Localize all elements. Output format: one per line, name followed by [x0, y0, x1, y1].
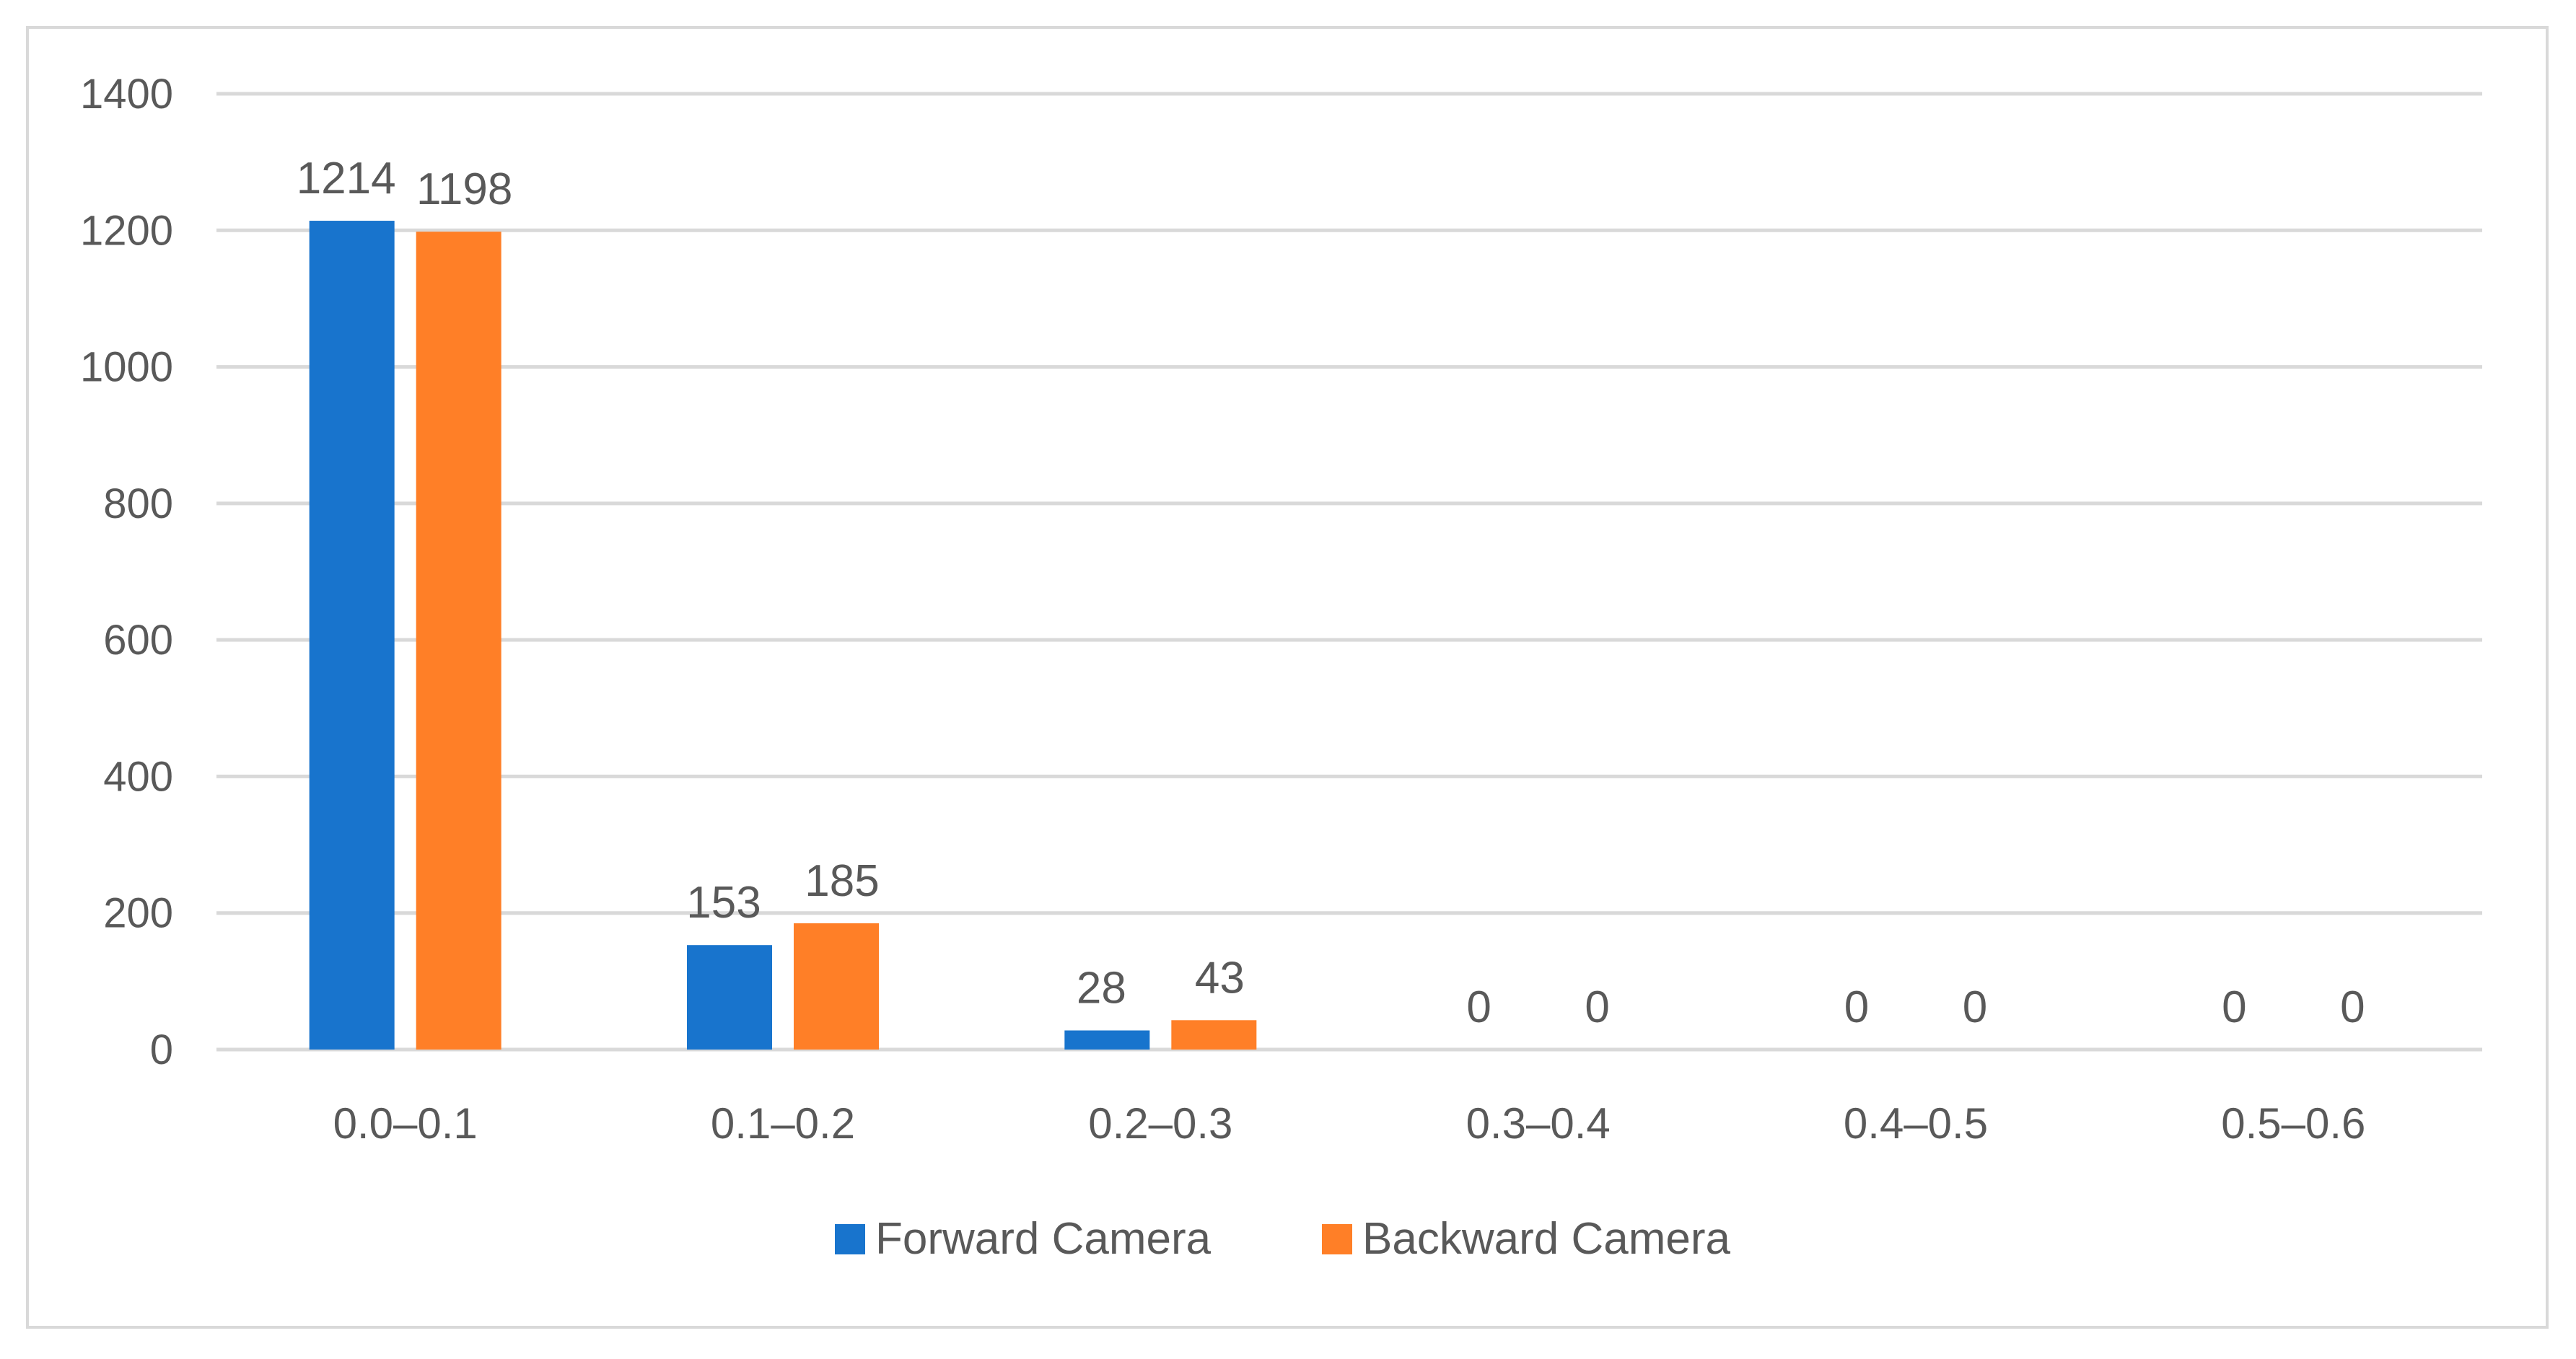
- legend-swatch-forward-camera: [835, 1224, 865, 1254]
- data-label: 0: [2340, 982, 2365, 1032]
- data-label: 153: [686, 878, 761, 928]
- data-label: 1198: [416, 164, 512, 214]
- bar-backward-camera-1: [794, 923, 879, 1050]
- y-tick-label: 0: [150, 1026, 173, 1073]
- data-label: 43: [1195, 953, 1245, 1003]
- x-category-label: 0.0–0.1: [333, 1099, 478, 1148]
- data-label: 0: [1963, 982, 1987, 1032]
- x-category-label: 0.2–0.3: [1088, 1099, 1232, 1148]
- legend-swatch-backward-camera: [1322, 1224, 1352, 1254]
- legend-label: Forward Camera: [875, 1214, 1212, 1264]
- data-label: 0: [2222, 982, 2246, 1032]
- bar-forward-camera-0: [309, 221, 395, 1050]
- bar-backward-camera-0: [416, 232, 501, 1050]
- data-label: 0: [1466, 982, 1491, 1032]
- y-tick-label: 200: [103, 890, 173, 937]
- y-tick-label: 1000: [80, 344, 173, 391]
- y-tick-label: 800: [103, 480, 173, 527]
- bars: [309, 221, 1257, 1050]
- data-label: 1214: [297, 154, 396, 203]
- y-tick-label: 1200: [80, 207, 173, 254]
- x-axis-categories: 0.0–0.1 0.1–0.2 0.2–0.3 0.3–0.4 0.4–0.5 0.5–0…: [333, 1099, 2366, 1148]
- x-category-label: 0.4–0.5: [1844, 1099, 1988, 1148]
- y-tick-label: 600: [103, 617, 173, 664]
- bar-forward-camera-1: [687, 945, 772, 1050]
- bar-backward-camera-2: [1171, 1020, 1257, 1050]
- data-label: 185: [805, 856, 879, 906]
- legend-label: Backward Camera: [1362, 1214, 1730, 1264]
- x-category-label: 0.1–0.2: [711, 1099, 855, 1148]
- data-label: 0: [1844, 982, 1869, 1032]
- bar-forward-camera-2: [1064, 1030, 1150, 1050]
- y-tick-label: 1400: [80, 71, 173, 118]
- data-label: 28: [1077, 964, 1126, 1013]
- legend: Forward Camera Backward Camera: [835, 1214, 1730, 1264]
- data-label: 0: [1585, 982, 1609, 1032]
- x-category-label: 0.5–0.6: [2221, 1099, 2365, 1148]
- y-tick-label: 400: [103, 753, 173, 800]
- data-labels: 1214 1198 153 185 28 43 0 0 0 0 0 0: [297, 154, 2365, 1032]
- y-axis-ticks: 0 200 400 600 800 1000 1200 1400: [80, 71, 173, 1073]
- x-category-label: 0.3–0.4: [1466, 1099, 1611, 1148]
- gridlines: [216, 92, 2482, 1052]
